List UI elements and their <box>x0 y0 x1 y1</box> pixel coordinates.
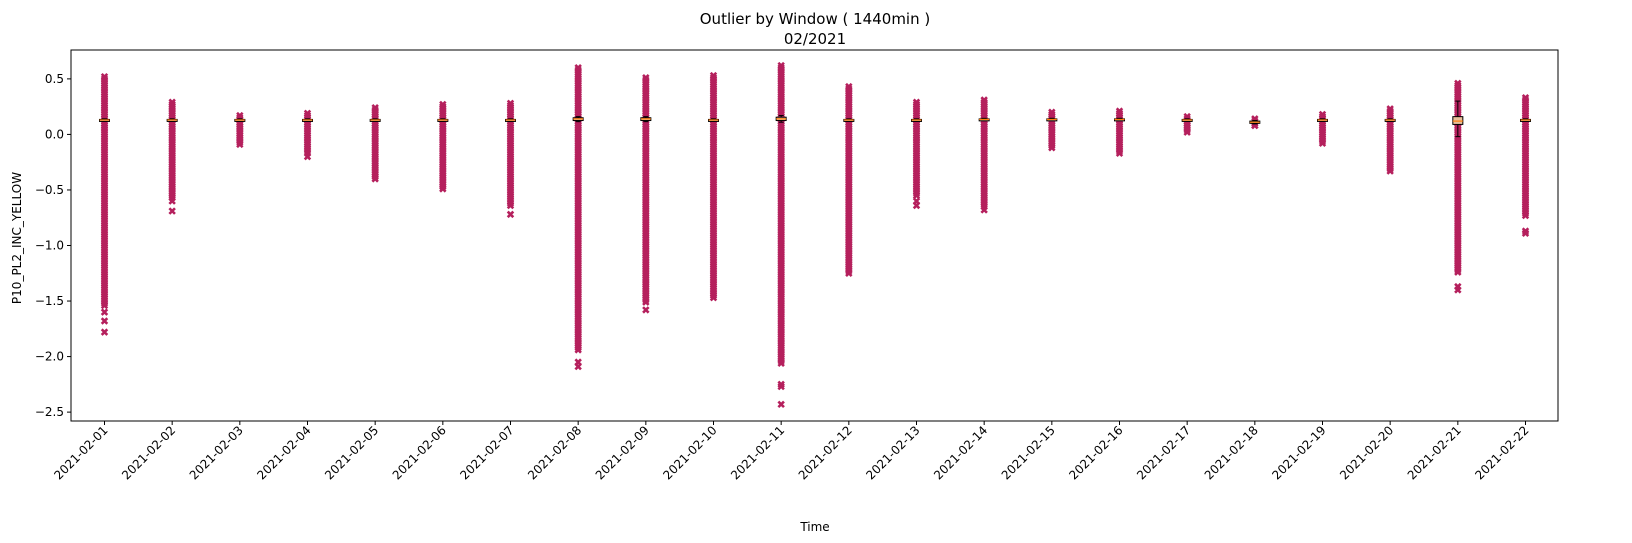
outlier-point <box>845 269 853 277</box>
x-tick-label: 2021-02-10 <box>660 423 719 482</box>
outlier-point <box>574 358 582 366</box>
outlier-point <box>777 380 785 389</box>
x-tick-label: 2021-02-05 <box>322 423 381 482</box>
plot-area <box>99 61 1531 409</box>
outlier-point <box>1115 149 1124 158</box>
y-tick-label: −0.5 <box>35 183 64 197</box>
outlier-point <box>1454 268 1462 276</box>
outlier-point <box>236 140 244 149</box>
box-group <box>1317 110 1328 148</box>
box-group <box>640 74 652 314</box>
x-tick-label: 2021-02-16 <box>1066 423 1125 482</box>
box-group <box>234 111 246 149</box>
x-tick-label: 2021-02-20 <box>1337 423 1396 482</box>
box-group <box>843 82 855 277</box>
box-group <box>1046 108 1058 152</box>
x-tick-label: 2021-02-09 <box>593 423 652 482</box>
outlier-point <box>1521 211 1530 220</box>
box-group <box>1181 112 1193 136</box>
outlier-point <box>777 359 785 367</box>
chart-title: Outlier by Window ( 1440min ) <box>700 10 930 28</box>
outlier-point <box>642 298 650 306</box>
x-tick-label: 2021-02-15 <box>999 423 1058 482</box>
outlier-point <box>1521 229 1530 237</box>
outlier-point <box>642 306 650 314</box>
box-group <box>775 61 787 409</box>
outlier-point <box>506 210 515 219</box>
chart-subtitle: 02/2021 <box>784 30 846 48</box>
x-tick-label: 2021-02-21 <box>1405 423 1464 482</box>
y-tick-label: 0.5 <box>45 72 64 86</box>
box-group <box>911 98 922 210</box>
outlier-point <box>980 206 988 214</box>
x-tick-label: 2021-02-11 <box>728 423 787 482</box>
outlier-point <box>912 197 921 205</box>
outlier-point <box>168 207 176 215</box>
y-tick-label: −2.5 <box>35 405 64 419</box>
outlier-point <box>1183 128 1191 136</box>
outlier-point <box>371 175 379 183</box>
box-group <box>1520 94 1531 237</box>
outlier-point <box>439 185 447 193</box>
x-tick-label: 2021-02-06 <box>390 423 449 482</box>
x-tick-label: 2021-02-19 <box>1269 423 1328 482</box>
box-group <box>1452 79 1464 294</box>
box-group <box>437 100 449 193</box>
box-group <box>302 109 313 161</box>
box-group <box>978 96 990 214</box>
outlier-point <box>303 152 312 161</box>
outlier-point <box>1048 144 1056 152</box>
outlier-point <box>168 197 176 205</box>
outlier-point <box>777 400 785 409</box>
outlier-point <box>100 308 109 316</box>
outlier-point <box>574 346 582 354</box>
box-group <box>1114 107 1125 158</box>
x-tick-label: 2021-02-17 <box>1134 423 1193 482</box>
box-group <box>1384 105 1396 175</box>
y-tick-label: 0.0 <box>45 127 64 141</box>
outlier-point <box>1454 282 1462 291</box>
outlier-point <box>709 293 718 302</box>
box-group <box>505 99 516 219</box>
box-group <box>708 71 719 302</box>
y-tick-label: −1.0 <box>35 238 64 252</box>
outlier-point <box>506 201 515 210</box>
axes-frame <box>70 49 1559 422</box>
x-tick-label: 2021-02-04 <box>254 423 313 482</box>
x-tick-label: 2021-02-13 <box>863 423 922 482</box>
x-tick-label: 2021-02-18 <box>1202 423 1261 482</box>
x-axis-label: Time <box>799 520 829 534</box>
box-group <box>369 104 381 183</box>
x-tick-label: 2021-02-02 <box>119 423 178 482</box>
box-group <box>572 64 584 371</box>
x-tick-label: 2021-02-03 <box>187 423 246 482</box>
box-group <box>166 98 178 215</box>
y-axis-label: P10_PL2_INC_YELLOW <box>10 172 24 304</box>
x-tick-label: 2021-02-08 <box>525 423 584 482</box>
x-tick-label: 2021-02-14 <box>931 423 990 482</box>
x-tick-label: 2021-02-12 <box>796 423 855 482</box>
box-group <box>99 72 110 336</box>
box-group <box>1249 115 1261 130</box>
y-tick-label: −2.0 <box>35 350 64 364</box>
y-tick-label: −1.5 <box>35 294 64 308</box>
outlier-point <box>100 328 109 336</box>
x-tick-label: 2021-02-01 <box>51 423 110 482</box>
x-tick-label: 2021-02-07 <box>457 423 516 482</box>
outlier-point <box>1318 139 1327 148</box>
outlier-point <box>100 301 109 310</box>
x-tick-label: 2021-02-22 <box>1472 423 1531 482</box>
outlier-point <box>100 317 109 325</box>
outlier-point <box>1386 167 1394 175</box>
